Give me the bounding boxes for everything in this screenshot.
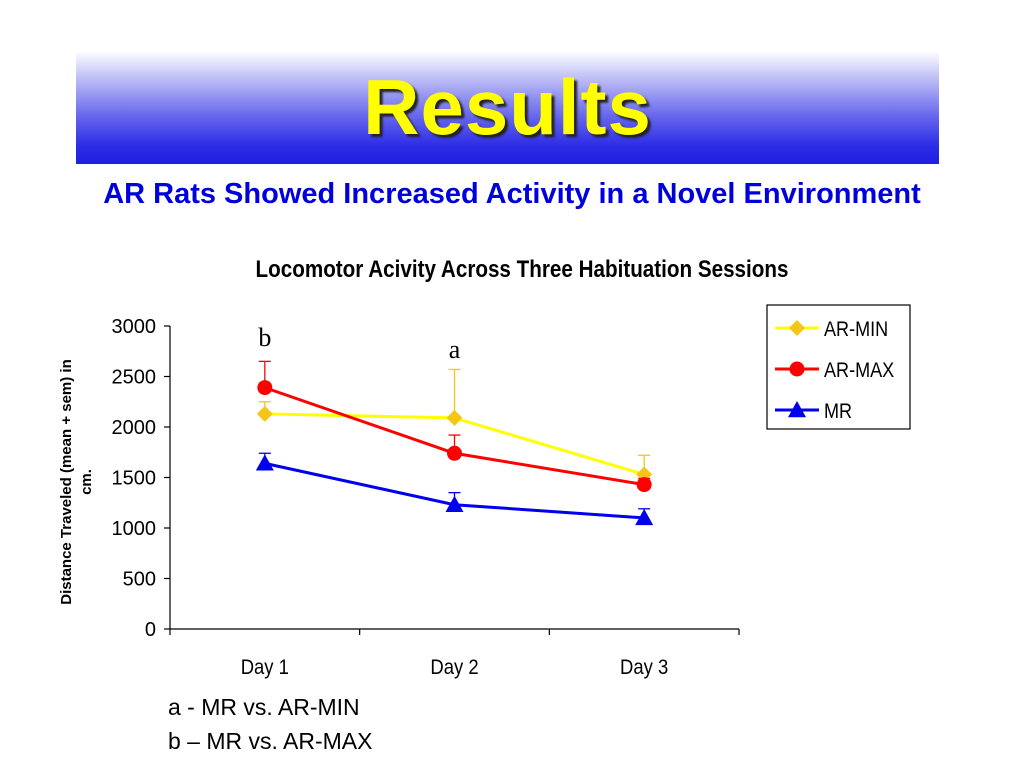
legend-swatch-marker (789, 320, 805, 336)
data-point (257, 380, 273, 396)
chart-title: Locomotor Acivity Across Three Habituati… (255, 256, 789, 283)
slide-subtitle: AR Rats Showed Increased Activity in a N… (103, 178, 921, 210)
data-point (445, 495, 464, 512)
x-tick-label: Day 2 (430, 656, 478, 679)
data-point (255, 454, 274, 471)
legend-label: AR-MAX (824, 359, 894, 383)
legend-swatch-marker (789, 361, 805, 377)
data-point (447, 445, 462, 461)
legend-label: AR-MIN (824, 318, 888, 342)
y-tick-label: 500 (123, 569, 156, 591)
y-tick-label: 1500 (112, 468, 157, 490)
slide-title: Results (363, 63, 652, 151)
footnote-a: a - MR vs. AR-MIN (168, 694, 360, 720)
footnote-b: b – MR vs. AR-MAX (168, 728, 373, 754)
title-banner: Results (76, 51, 939, 164)
y-tick-label: 0 (145, 619, 156, 641)
legend-swatch-marker (788, 401, 806, 418)
y-tick-label: 2000 (112, 417, 157, 439)
x-tick-label: Day 3 (620, 656, 668, 679)
y-axis-label: Distance Traveled (mean + sem) in cm. (58, 359, 95, 605)
annotation-label: a (449, 335, 461, 364)
annotation-label: b (258, 323, 271, 352)
data-point (636, 477, 652, 493)
series-mr (255, 452, 654, 526)
data-point (635, 508, 654, 526)
y-tick-label: 3000 (112, 316, 157, 338)
x-tick-label: Day 1 (241, 656, 289, 679)
y-tick-label: 2500 (112, 367, 157, 389)
y-tick-label: 1000 (112, 518, 157, 540)
legend-label: MR (824, 400, 852, 424)
data-point (256, 405, 273, 422)
series-ar-max (257, 360, 652, 493)
data-point (446, 409, 463, 426)
series-ar-min (256, 368, 653, 483)
legend: AR-MIN AR-MAX MR (766, 304, 911, 430)
